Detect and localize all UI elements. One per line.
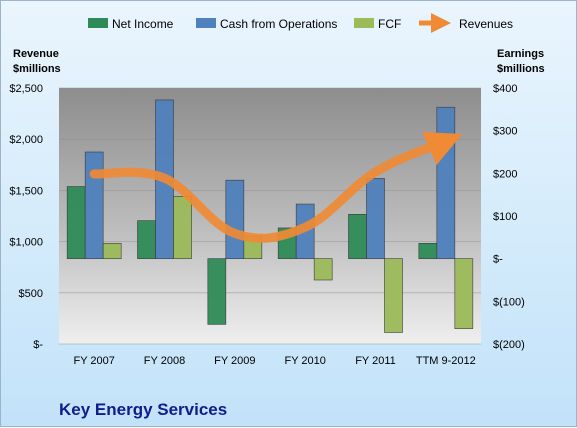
category-labels: FY 2007 FY 2008 FY 2009 FY 2010 FY 2011 TTM 9… <box>73 355 475 367</box>
legend-swatch-cash-from-operations <box>196 18 216 28</box>
bar-net-income <box>207 258 227 325</box>
category-label: FY 2007 <box>73 355 114 367</box>
left-tick-label: $2,000 <box>9 134 43 146</box>
bar-cash-from-operations <box>366 178 385 259</box>
legend-label-revenues: Revenues <box>459 17 513 31</box>
right-tick-label: $400 <box>493 83 517 95</box>
bar-fcf <box>102 243 122 259</box>
chart-title: Key Energy Services <box>59 400 227 419</box>
left-axis-ticks: $- $500 $1,000 $1,500 $2,000 $2,500 <box>9 83 43 351</box>
category-label: FY 2009 <box>214 355 255 367</box>
left-tick-label: $- <box>33 339 43 351</box>
legend-label-cash-from-operations: Cash from Operations <box>220 17 337 31</box>
legend-swatch-fcf <box>354 18 374 28</box>
legend-label-net-income: Net Income <box>112 17 174 31</box>
revenue-point <box>164 178 165 179</box>
bar-cash-from-operations <box>436 106 456 259</box>
bar-fcf <box>384 258 403 333</box>
left-tick-label: $2,500 <box>9 83 43 95</box>
plot-area <box>59 88 481 344</box>
category-label: FY 2011 <box>355 355 396 367</box>
revenue-point <box>234 233 235 234</box>
category-label: FY 2010 <box>284 355 325 367</box>
right-tick-label: $200 <box>493 168 517 180</box>
left-tick-label: $1,500 <box>9 185 43 197</box>
left-axis-title-line1: Revenue <box>13 48 59 60</box>
category-label: TTM 9-2012 <box>416 355 476 367</box>
right-axis-title-line2: $millions <box>497 63 545 75</box>
bar-cash-from-operations <box>84 151 104 259</box>
gridlines <box>59 87 481 345</box>
revenue-point <box>375 171 376 172</box>
right-tick-label: $100 <box>493 211 517 223</box>
right-axis-ticks: $(200) $(100) $- $100 $200 $300 $400 <box>493 83 525 351</box>
bar-net-income <box>66 186 86 259</box>
right-tick-label: $(200) <box>493 339 525 351</box>
legend-swatch-net-income <box>88 18 108 28</box>
right-tick-label: $- <box>493 254 503 266</box>
legend: Net Income Cash from Operations FCF Reve… <box>88 13 513 33</box>
right-tick-label: $300 <box>493 126 517 138</box>
bar-fcf <box>313 258 333 281</box>
revenue-point <box>94 174 95 175</box>
left-axis-title-line2: $millions <box>13 63 61 75</box>
category-label: FY 2008 <box>144 355 185 367</box>
left-tick-label: $1,000 <box>9 237 43 249</box>
bar-net-income <box>418 243 438 259</box>
right-axis-title-line1: Earnings <box>497 48 544 60</box>
bar-cash-from-operations <box>225 179 245 259</box>
bar-net-income <box>137 220 156 259</box>
bar-net-income <box>348 213 367 259</box>
left-tick-label: $500 <box>19 288 43 300</box>
revenue-line <box>89 131 463 243</box>
revenue-point <box>305 227 306 228</box>
revenue-line-layer <box>89 131 463 243</box>
legend-label-fcf: FCF <box>378 17 401 31</box>
right-tick-label: $(100) <box>493 296 525 308</box>
bar-fcf <box>173 196 192 259</box>
revenue-point <box>445 141 446 142</box>
bar-fcf <box>454 258 474 329</box>
